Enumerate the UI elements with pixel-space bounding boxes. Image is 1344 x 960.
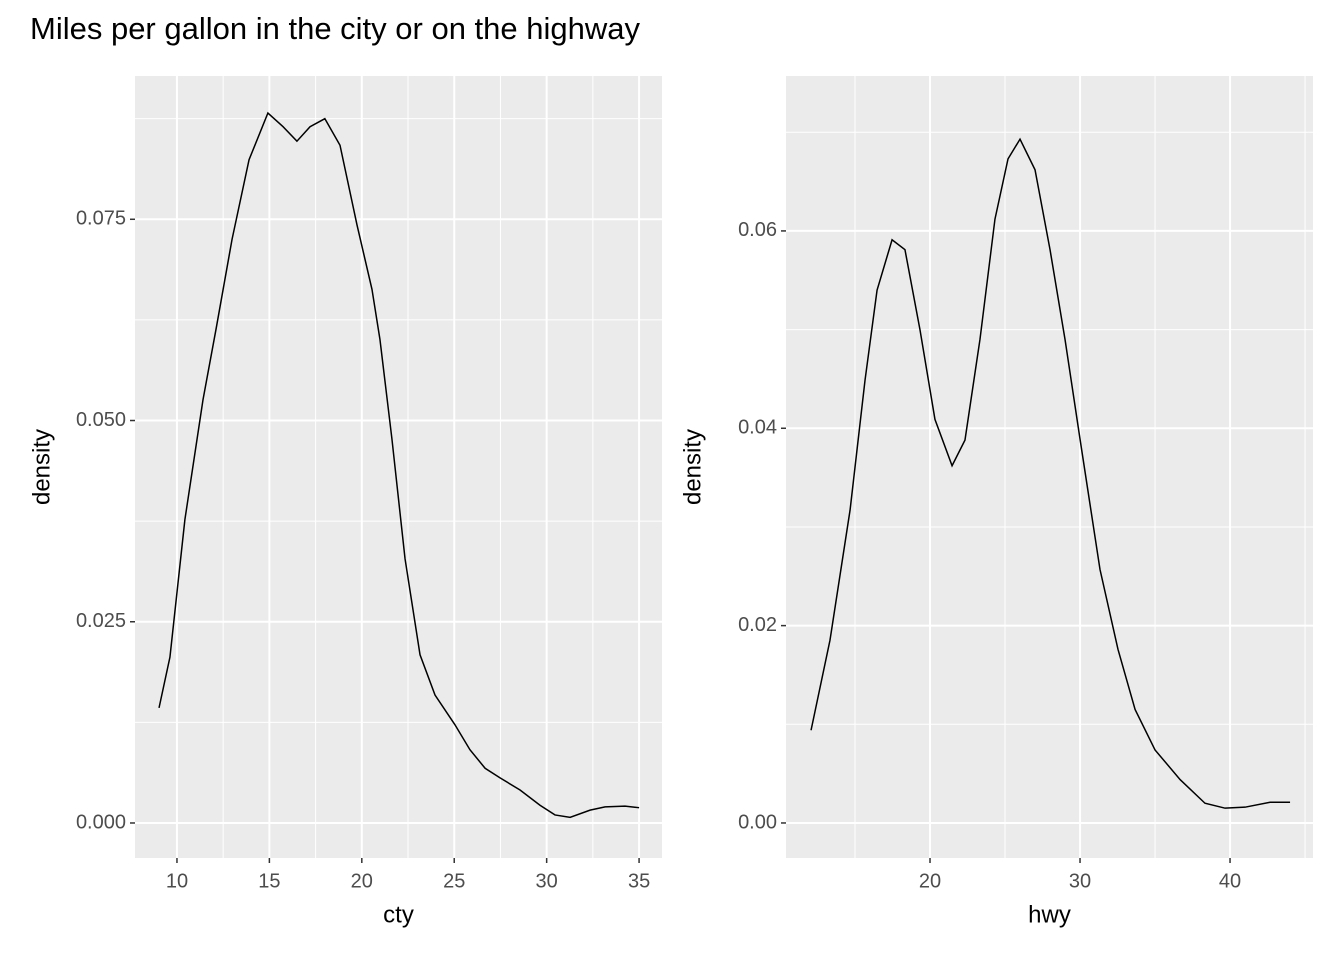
x-tick-label: 15: [258, 870, 280, 892]
y-tick-label: 0.02: [738, 614, 777, 636]
x-tick-label: 30: [536, 870, 558, 892]
density-line: [810, 137, 1291, 809]
x-tick-label: 20: [351, 870, 373, 892]
figure-title: Miles per gallon in the city or on the h…: [30, 11, 640, 46]
x-axis-title: cty: [383, 901, 414, 928]
x-axis-title: hwy: [1028, 901, 1071, 928]
panel-background: [786, 76, 1313, 858]
y-tick-label: 0.075: [76, 208, 126, 230]
y-tick-label: 0.00: [738, 811, 777, 833]
y-tick-label: 0.050: [76, 409, 126, 431]
x-tick-label: 20: [919, 870, 941, 892]
y-tick-label: 0.04: [738, 417, 777, 439]
x-tick-label: 40: [1219, 870, 1241, 892]
x-tick-label: 10: [166, 870, 188, 892]
y-tick-label: 0.000: [76, 811, 126, 833]
x-tick-label: 30: [1069, 870, 1091, 892]
y-axis-title: density: [28, 429, 55, 505]
y-axis-title: density: [679, 429, 706, 505]
x-tick-label: 25: [443, 870, 465, 892]
y-tick-label: 0.025: [76, 610, 126, 632]
y-tick-label: 0.06: [738, 219, 777, 241]
x-tick-label: 35: [628, 870, 650, 892]
panel-background: [135, 76, 662, 858]
density-line: [158, 111, 640, 819]
